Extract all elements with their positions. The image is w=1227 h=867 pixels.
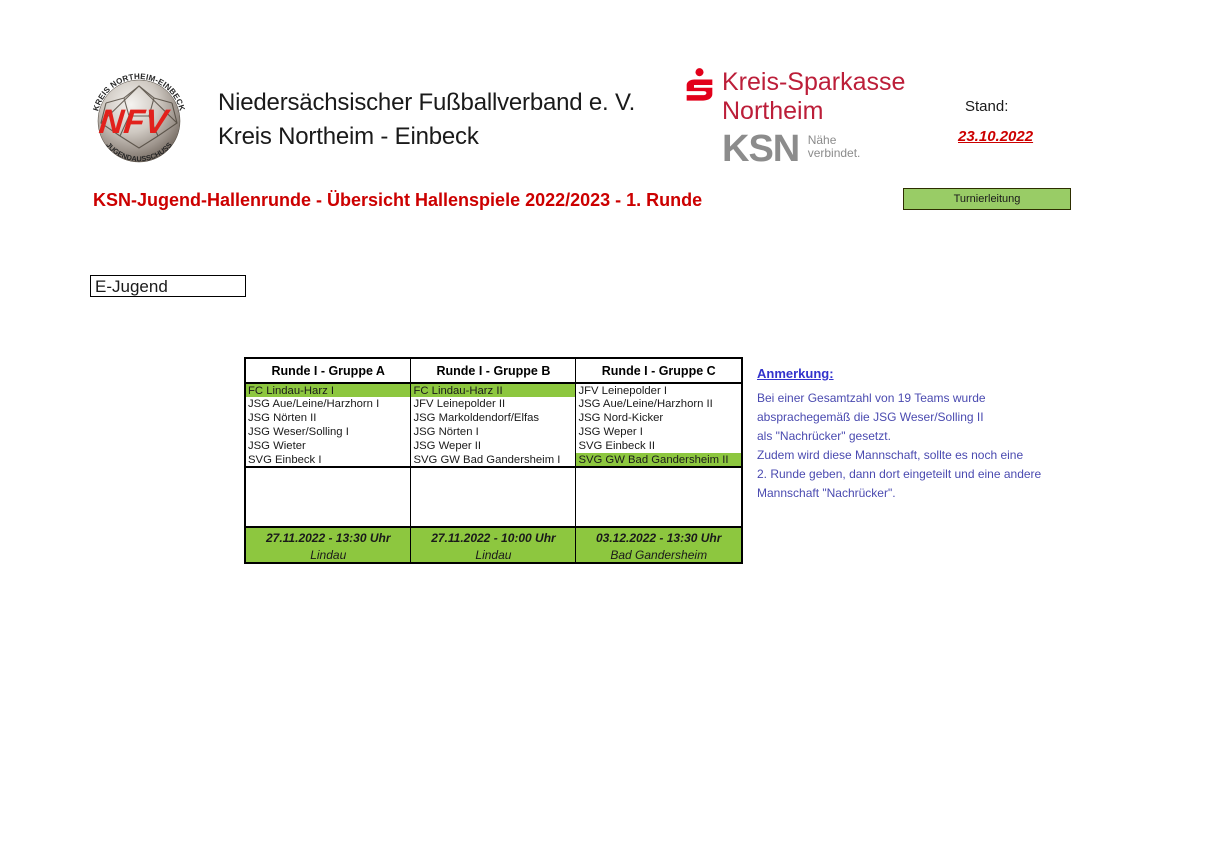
- svg-text:NFV: NFV: [97, 103, 172, 141]
